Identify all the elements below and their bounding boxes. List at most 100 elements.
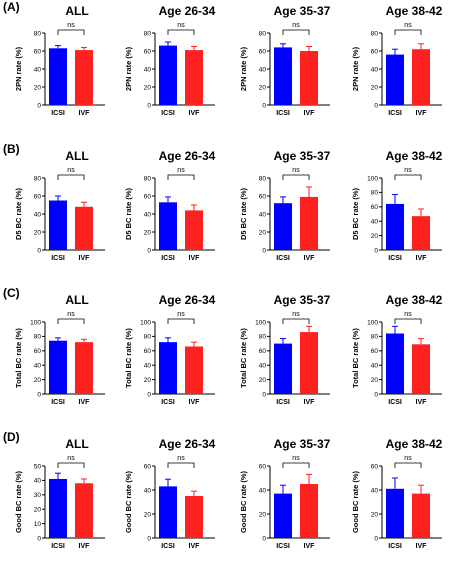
chart-title: Age 35-37 (274, 437, 331, 451)
y-tick-label: 20 (371, 377, 379, 384)
y-tick-label: 80 (144, 30, 152, 37)
chart-panel: ALL Total BC rate (%) 0 20 40 60 80 100 ICSI IVF n… (14, 293, 105, 406)
significance-bracket (282, 29, 310, 35)
y-tick-label: 40 (144, 66, 152, 73)
y-tick-label: 0 (37, 535, 41, 542)
bar-icsi (386, 333, 404, 394)
chart-title: Age 38-42 (386, 149, 443, 163)
chart-panel: Age 26-34 2PN rate (%) 0 20 40 60 80 ICSI IVF ns (124, 4, 216, 117)
category-label: ICSI (161, 399, 175, 406)
y-tick-label: 40 (259, 66, 267, 73)
panel-letter: (B) (3, 142, 20, 156)
y-axis-label: Total BC rate (%) (239, 328, 248, 388)
category-label: IVF (189, 543, 201, 550)
bar-icsi (49, 200, 67, 250)
chart-panel: ALL 2PN rate (%) 0 20 40 60 80 ICSI IVF ns (14, 4, 105, 117)
y-tick-label: 100 (367, 319, 378, 326)
y-tick-label: 0 (147, 102, 151, 109)
chart-title: ALL (65, 149, 88, 163)
category-label: IVF (79, 255, 91, 262)
bar-icsi (386, 488, 404, 538)
y-axis-label: Total BC rate (%) (124, 328, 133, 388)
y-tick-label: 100 (30, 319, 41, 326)
y-tick-label: 40 (144, 211, 152, 218)
significance-label: ns (404, 22, 412, 29)
bar-ivf (75, 50, 93, 105)
category-label: IVF (416, 110, 428, 117)
category-label: ICSI (51, 255, 65, 262)
y-axis-label: D5 BC rate (%) (239, 187, 248, 240)
y-tick-label: 30 (34, 492, 42, 499)
chart-title: Age 26-34 (159, 293, 216, 307)
y-tick-label: 40 (34, 211, 42, 218)
significance-label: ns (177, 167, 185, 174)
significance-label: ns (67, 311, 75, 318)
bar-icsi (274, 493, 292, 538)
bar-icsi (274, 47, 292, 105)
chart-title: Age 35-37 (274, 293, 331, 307)
chart-panel: Age 35-37 Total BC rate (%) 0 20 40 60 80 100 IC… (239, 293, 331, 406)
y-tick-label: 80 (371, 190, 379, 197)
category-label: IVF (416, 255, 428, 262)
panel-letter: (A) (3, 0, 20, 14)
chart-panel: Age 26-34 Total BC rate (%) 0 20 40 60 80 100 IC… (124, 293, 216, 406)
y-tick-label: 60 (259, 193, 267, 200)
chart-title: Age 26-34 (159, 149, 216, 163)
category-label: ICSI (51, 543, 65, 550)
chart-panel: ALL Good BC rate (%) 0 10 20 30 40 50 ICSI IVF ns (14, 437, 105, 550)
chart-title: Age 26-34 (159, 437, 216, 451)
y-tick-label: 60 (259, 348, 267, 355)
y-tick-label: 20 (371, 233, 379, 240)
chart-title: Age 38-42 (386, 293, 443, 307)
y-tick-label: 20 (259, 229, 267, 236)
bar-icsi (274, 343, 292, 394)
category-label: IVF (416, 543, 428, 550)
chart-title: ALL (65, 293, 88, 307)
significance-bracket (394, 462, 422, 468)
chart-panel: Age 26-34 D5 BC rate (%) 0 20 40 60 80 ICSI IVF n… (124, 149, 216, 262)
category-label: IVF (304, 399, 316, 406)
y-tick-label: 0 (37, 391, 41, 398)
significance-bracket (167, 29, 195, 35)
bar-ivf (300, 332, 318, 394)
y-tick-label: 80 (259, 334, 267, 341)
y-tick-label: 100 (140, 319, 151, 326)
y-tick-label: 0 (262, 391, 266, 398)
category-label: IVF (79, 110, 91, 117)
y-tick-label: 100 (255, 319, 266, 326)
significance-label: ns (177, 311, 185, 318)
chart-title: Age 35-37 (274, 4, 331, 18)
bar-ivf (75, 483, 93, 538)
bar-icsi (386, 203, 404, 250)
category-label: ICSI (276, 255, 290, 262)
category-label: ICSI (388, 255, 402, 262)
significance-label: ns (177, 455, 185, 462)
y-tick-label: 0 (262, 247, 266, 254)
y-tick-label: 40 (371, 66, 379, 73)
y-tick-label: 20 (371, 84, 379, 91)
y-tick-label: 60 (371, 204, 379, 211)
y-tick-label: 0 (147, 247, 151, 254)
y-tick-label: 0 (262, 102, 266, 109)
category-label: ICSI (161, 255, 175, 262)
bar-ivf (412, 493, 430, 538)
bar-ivf (185, 210, 203, 250)
category-label: IVF (79, 399, 91, 406)
y-tick-label: 40 (34, 363, 42, 370)
y-axis-label: Good BC rate (%) (351, 470, 360, 533)
chart-title: ALL (65, 4, 88, 18)
chart-panel: ALL D5 BC rate (%) 0 20 40 60 80 ICSI IVF ns (14, 149, 105, 262)
significance-label: ns (404, 311, 412, 318)
chart-title: Age 38-42 (386, 437, 443, 451)
y-tick-label: 20 (34, 507, 42, 514)
y-tick-label: 20 (144, 377, 152, 384)
y-tick-label: 40 (259, 211, 267, 218)
category-label: IVF (304, 255, 316, 262)
category-label: IVF (304, 110, 316, 117)
category-label: IVF (416, 399, 428, 406)
y-tick-label: 80 (144, 334, 152, 341)
y-axis-label: 2PN rate (%) (239, 46, 248, 91)
y-tick-label: 20 (144, 511, 152, 518)
significance-bracket (57, 174, 85, 180)
bar-ivf (185, 496, 203, 538)
